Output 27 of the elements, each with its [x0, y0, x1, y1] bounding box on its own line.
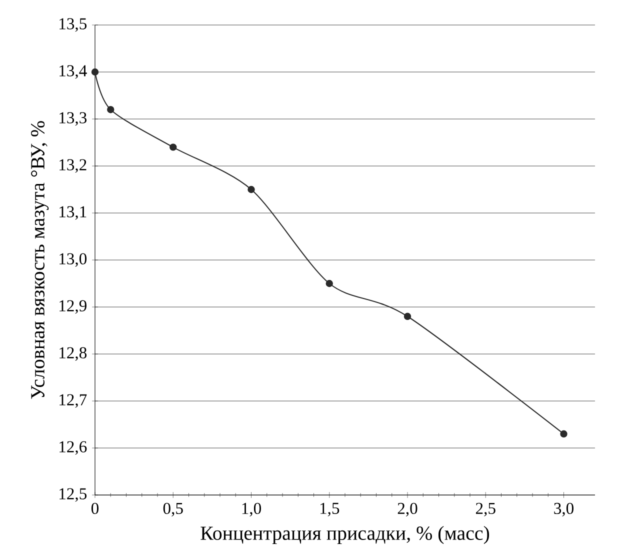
x-tick-label: 0: [91, 502, 99, 514]
point: [560, 430, 568, 438]
x-tick-label: 1,5: [320, 502, 340, 516]
x-tick-label: 1,0: [242, 502, 261, 516]
y-tick-label: 12,8: [60, 347, 87, 361]
point: [248, 186, 255, 194]
x-tick-label: 2,0: [398, 502, 418, 516]
y-tick-label: 13,2: [60, 159, 86, 173]
point: [404, 312, 412, 320]
point: [91, 68, 99, 76]
y-tick-label: 12,7: [60, 394, 87, 408]
y-tick-label: 13,4: [60, 65, 87, 79]
point: [170, 144, 177, 151]
y-tick-label: 12,6: [60, 441, 87, 455]
y-tick-label: 13,5: [60, 18, 87, 32]
y-tick-label: 13,0: [60, 253, 87, 267]
y-tick-label: 12,5: [60, 488, 87, 502]
x-tick-label: 2,5: [476, 502, 496, 516]
y-tick-label: 13,1: [60, 206, 86, 220]
x-tick-label: 0,5: [163, 502, 183, 516]
x-axis-title: Концентрация присадки, % (масс): [200, 526, 490, 544]
y-axis-title: Условная вязкость мазута °ВУ, %: [31, 121, 49, 399]
x-tick-label: 3,0: [554, 502, 574, 516]
y-tick-label: 12,9: [60, 300, 86, 314]
point: [107, 106, 114, 114]
point: [326, 280, 333, 288]
y-tick-label: 13,3: [60, 112, 87, 126]
